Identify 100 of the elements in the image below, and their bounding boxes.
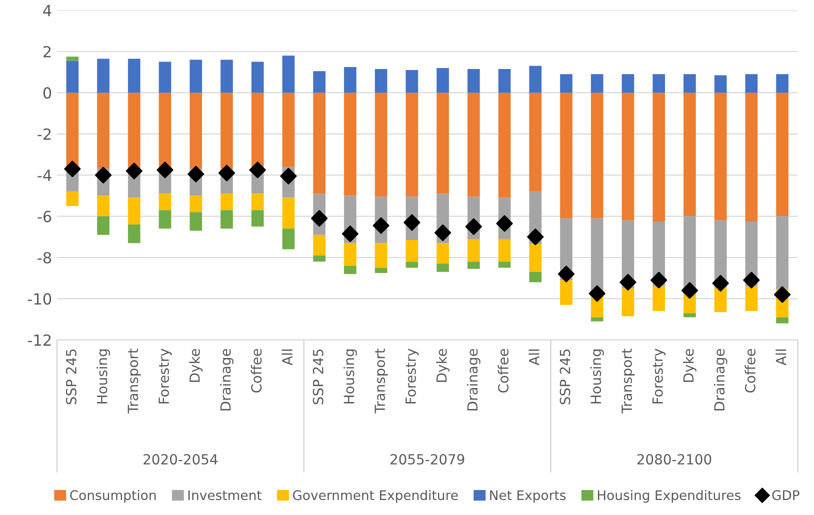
bar [251,210,264,227]
bar [128,58,140,93]
x-tick-label: SSP 245 [560,349,570,404]
bar [344,266,356,274]
point [218,164,236,182]
y-tick-label: -10 [28,293,52,305]
x-tick-label: Drainage [714,348,728,410]
bar [467,238,480,262]
bar [128,224,140,244]
bar [374,69,388,93]
x-tick-label: Dyke [189,348,203,382]
legend-label: Government Expenditure [292,490,458,503]
bar [529,244,542,272]
bar [622,92,634,220]
bar [220,92,233,169]
bar [590,74,604,93]
x-tick-label: Forestry [158,348,172,404]
y-tick-label: -12 [28,334,51,346]
x-tick-label: Coffee [498,348,509,393]
bar [498,69,511,93]
bar [220,194,233,210]
bar [251,92,264,167]
bar [406,262,418,268]
y-tick-label: -4 [38,170,52,181]
bar [190,212,202,231]
x-tick-label: Housing [590,349,604,404]
x-tick-label: Housing [96,349,110,404]
bar [436,92,449,194]
bar [498,238,511,262]
bar [282,198,295,229]
x-tick-label: Forestry [652,348,666,404]
bar [190,196,202,212]
x-tick-label: Drainage [220,348,234,410]
bar [745,286,758,312]
point [681,282,698,299]
bar [97,92,110,169]
bar [560,74,572,93]
bar [374,92,388,197]
point [558,266,575,282]
bar [776,92,788,216]
bar [344,243,356,266]
bar [590,92,604,218]
bar [190,92,202,169]
x-tick-label: Drainage [466,348,480,410]
bar [313,71,326,93]
point [620,274,636,291]
bar [406,70,418,93]
bar [436,243,449,264]
bar [652,74,666,93]
bar [406,92,418,197]
legend-label: Consumption [70,490,156,503]
point [712,274,729,292]
bar [313,92,326,194]
bar [66,192,79,206]
x-tick-label: Transport [128,348,141,414]
bar [652,92,666,222]
x-tick-label: Coffee [250,348,262,393]
bar [344,66,356,93]
x-tick-label: All [282,350,292,366]
point [94,166,112,184]
bar [467,69,480,93]
point [465,218,482,235]
bar [436,68,449,93]
x-tick-label: Forestry [406,348,419,404]
bar [776,317,788,324]
bar [498,92,511,198]
bar [97,216,110,235]
y-tick-label: 4 [43,4,52,16]
bar [251,62,264,93]
text: 2080-2100 [637,454,712,465]
bar [560,280,572,305]
bar [313,255,326,262]
bar [128,198,140,225]
bar [158,92,172,167]
bar [406,240,418,262]
point [743,272,760,288]
x-tick-label: SSP 245 [66,349,76,404]
bar [66,56,79,61]
bar [97,196,110,216]
bar [714,287,727,312]
bar [66,60,79,93]
point [404,214,420,231]
point [342,226,358,242]
x-tick-label: All [528,350,540,366]
bar [714,75,727,93]
bar [529,66,542,93]
point [126,162,142,180]
bar [66,92,79,169]
bar [436,264,449,272]
bar [158,210,172,229]
bar [128,92,140,169]
legend-label: Housing Expenditures [598,490,740,503]
bar [220,60,233,93]
bar [652,286,666,312]
legend-label: GDP [772,490,800,500]
legend-label: Investment [188,490,262,500]
bar [714,92,727,220]
bar [282,228,295,250]
point [527,228,544,246]
point [588,285,606,302]
